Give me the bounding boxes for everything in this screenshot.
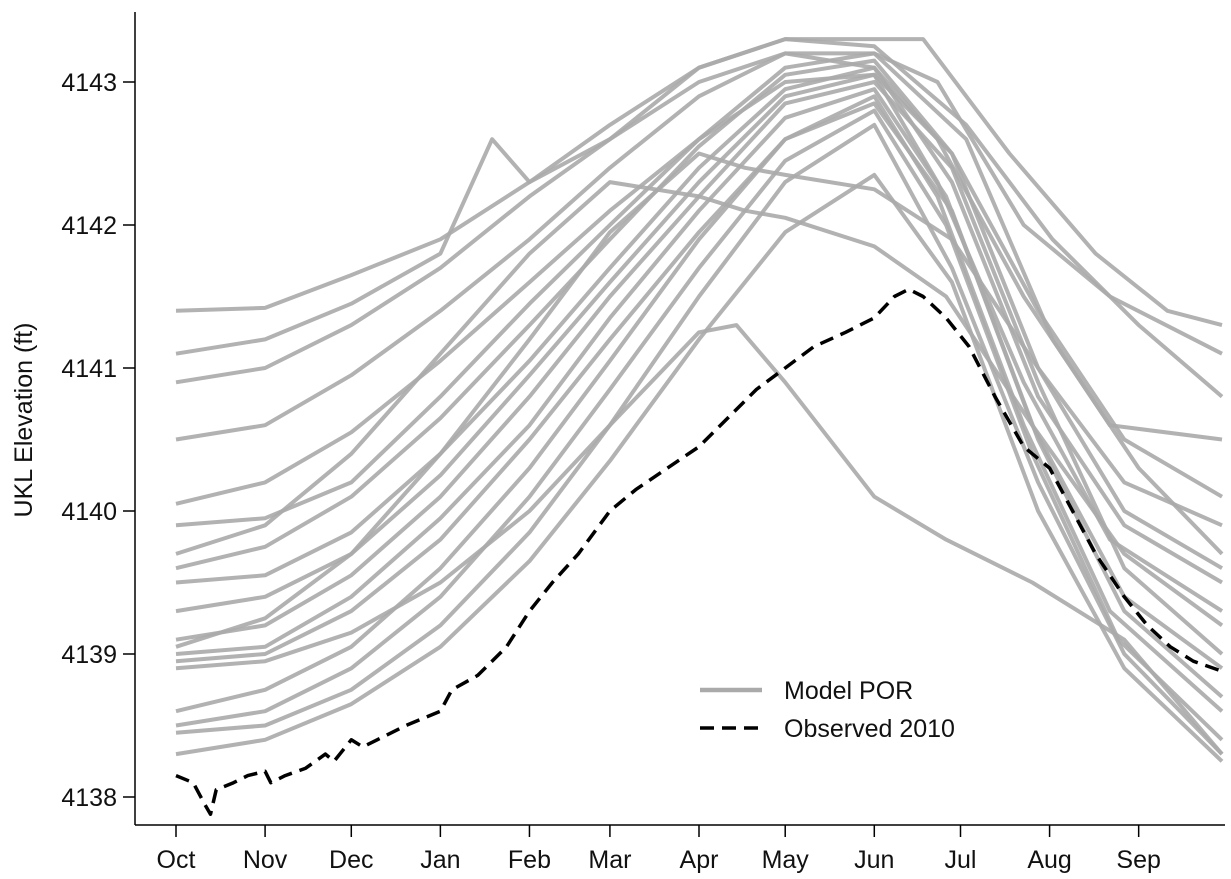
observed-layer — [175, 287, 1223, 816]
x-tick-label: Jun — [854, 846, 894, 874]
model-por-line — [175, 51, 1223, 356]
y-tick-label: 4143 — [61, 69, 117, 97]
x-tick-label: Aug — [1027, 846, 1071, 874]
x-tick-label: Oct — [157, 846, 196, 874]
axes-layer: Oct Nov Dec Jan Feb Mar Apr May Jun Jul Aug Sep 4138… — [61, 12, 1225, 874]
model-por-line — [175, 101, 1224, 699]
legend-label-observed: Observed 2010 — [784, 715, 955, 743]
model-por-line — [175, 37, 1224, 399]
x-tick-label: Apr — [680, 846, 719, 874]
model-por-line — [175, 180, 1224, 628]
x-tick-label: Feb — [508, 846, 551, 874]
model-por-line — [175, 122, 1224, 756]
x-tick-label: Jul — [945, 846, 977, 874]
model-por-line — [175, 51, 1224, 556]
x-tick-label: May — [762, 846, 810, 874]
model-por-line — [175, 65, 1224, 585]
x-tick-label: Dec — [329, 846, 373, 874]
legend-label-model: Model POR — [784, 677, 913, 705]
y-tick-label: 4142 — [61, 212, 117, 240]
y-tick-label: 4141 — [61, 355, 117, 383]
model-por-line — [175, 151, 1223, 649]
y-axis-title: UKL Elevation (ft) — [10, 323, 38, 518]
x-tick-label: Sep — [1116, 846, 1160, 874]
legend: Model POR Observed 2010 — [700, 677, 955, 743]
x-tick-label: Nov — [243, 846, 288, 874]
model-por-line — [175, 51, 1223, 442]
series-layer — [175, 37, 1224, 763]
model-por-line — [175, 172, 1224, 763]
model-por-line — [175, 94, 1224, 714]
model-por-line — [175, 87, 1224, 670]
model-por-line — [175, 108, 1224, 742]
y-tick-label: 4139 — [61, 641, 117, 669]
x-tick-label: Mar — [588, 846, 631, 874]
y-tick-label: 4140 — [61, 498, 117, 526]
model-por-line — [175, 323, 1224, 756]
observed-2010-line — [175, 287, 1223, 816]
y-tick-label: 4138 — [61, 784, 117, 812]
x-tick-label: Jan — [420, 846, 460, 874]
